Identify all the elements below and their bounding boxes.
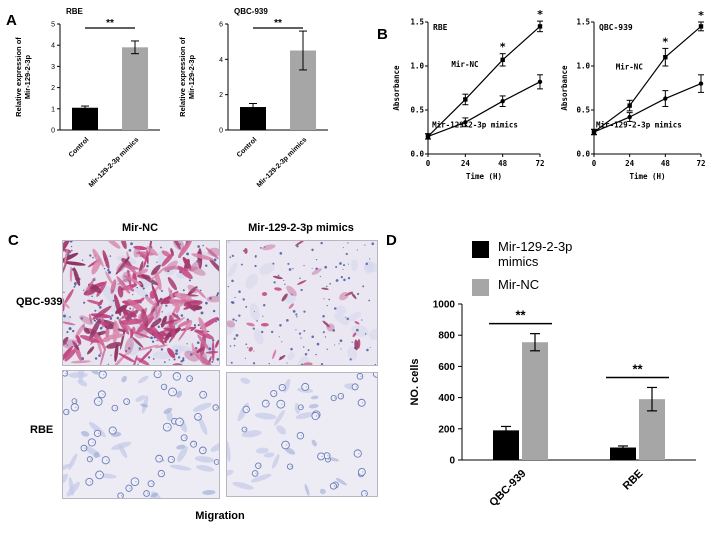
svg-text:4: 4 xyxy=(51,43,55,50)
svg-text:0.0: 0.0 xyxy=(576,150,590,159)
micrograph-qbc939-mimics xyxy=(226,240,378,366)
svg-text:Mir-129-2-3p mimics: Mir-129-2-3p mimics xyxy=(88,136,141,189)
micrograph-image xyxy=(63,241,219,365)
svg-text:0: 0 xyxy=(51,128,55,135)
chart-svg-B2: 0.0 0.5 1.0 1.5 0 24 48 72 Time (H) Absorbance QBC… xyxy=(560,9,706,181)
svg-text:Mir-129-2-3p mimics: Mir-129-2-3p mimics xyxy=(432,121,518,130)
svg-text:RBE: RBE xyxy=(433,23,448,32)
panel-label-a: A xyxy=(6,12,17,29)
legend-label-mir-nc: Mir-NC xyxy=(498,276,540,292)
svg-text:1.5: 1.5 xyxy=(410,18,424,27)
svg-text:*: * xyxy=(698,9,705,22)
migration-caption: Migration xyxy=(195,510,245,522)
svg-text:2: 2 xyxy=(219,92,223,99)
svg-text:400: 400 xyxy=(438,393,455,404)
micrograph-rbe-mimics xyxy=(226,372,378,497)
svg-text:0.5: 0.5 xyxy=(410,106,424,115)
svg-text:1.0: 1.0 xyxy=(410,62,424,71)
panel-label-b: B xyxy=(377,26,388,43)
svg-text:0.0: 0.0 xyxy=(410,150,424,159)
svg-text:4: 4 xyxy=(219,57,223,64)
svg-text:1000: 1000 xyxy=(433,300,456,311)
bar-chart-qbc939-expression: 0 2 4 6 Control Mir-129-2-3p mimics ** QBC-939 R… xyxy=(178,0,336,212)
svg-text:Mir-129-2-3p: Mir-129-2-3p xyxy=(23,54,32,99)
chart-svg-B1: 0.0 0.5 1.0 1.5 0 24 48 72 Time (H) Absorbance RBE… xyxy=(392,8,545,181)
svg-text:72: 72 xyxy=(696,159,705,168)
chart-svg-D: 0 200 400 600 800 1000 ** QBC-939 ** RBE NO. cells xyxy=(409,300,696,509)
svg-text:Mir-NC: Mir-NC xyxy=(616,63,643,72)
svg-text:Mir-129-2-3p mimics: Mir-129-2-3p mimics xyxy=(256,136,309,189)
svg-text:200: 200 xyxy=(438,424,455,435)
svg-text:QBC-939: QBC-939 xyxy=(234,7,268,16)
svg-text:3: 3 xyxy=(51,64,55,71)
svg-text:0: 0 xyxy=(592,159,597,168)
svg-text:Control: Control xyxy=(236,136,259,159)
svg-text:Mir-NC: Mir-NC xyxy=(451,60,478,69)
svg-text:Relative expression of: Relative expression of xyxy=(14,37,23,117)
micrograph-rbe-mir-nc xyxy=(62,370,220,499)
svg-text:*: * xyxy=(537,8,544,21)
line-chart-qbc939-absorbance: 0.0 0.5 1.0 1.5 0 24 48 72 Time (H) Absorbance QBC… xyxy=(558,6,713,196)
legend-item-mimics: Mir-129-2-3p mimics xyxy=(472,239,610,270)
svg-text:0: 0 xyxy=(219,128,223,135)
panel-label-c: C xyxy=(8,232,19,249)
column-header-mimics: Mir-129-2-3p mimics xyxy=(248,222,354,234)
svg-text:5: 5 xyxy=(51,22,55,29)
svg-text:**: ** xyxy=(274,18,282,29)
svg-text:*: * xyxy=(662,35,669,48)
svg-text:48: 48 xyxy=(661,159,671,168)
legend-swatch-mir-nc xyxy=(472,278,489,296)
svg-text:800: 800 xyxy=(438,331,455,342)
svg-text:QBC-939: QBC-939 xyxy=(487,468,528,509)
svg-text:RBE: RBE xyxy=(66,7,84,16)
svg-text:QBC-939: QBC-939 xyxy=(599,23,633,32)
svg-text:0.5: 0.5 xyxy=(576,106,590,115)
svg-text:1: 1 xyxy=(51,106,55,113)
column-header-mir-nc: Mir-NC xyxy=(121,222,159,234)
svg-text:Time (H): Time (H) xyxy=(629,172,665,181)
svg-text:24: 24 xyxy=(625,159,635,168)
svg-text:1.0: 1.0 xyxy=(576,62,590,71)
legend-swatch-mimics xyxy=(472,241,489,258)
legend-item-mir-nc: Mir-NC xyxy=(472,276,610,296)
svg-text:Absorbance: Absorbance xyxy=(560,65,569,111)
micrograph-image xyxy=(227,241,377,365)
svg-text:Relative expression of: Relative expression of xyxy=(178,37,187,117)
panel-d-legend: Mir-129-2-3p mimics Mir-NC xyxy=(472,239,610,296)
micrograph-image xyxy=(63,371,219,498)
grouped-bar-chart-cell-counts: 0 200 400 600 800 1000 ** QBC-939 ** RBE NO. cells xyxy=(402,282,710,534)
row-label-qbc939: QBC-939 xyxy=(16,296,63,308)
svg-text:RBE: RBE xyxy=(621,468,646,493)
row-label-rbe: RBE xyxy=(30,424,54,436)
bar-chart-rbe-expression: 0 1 2 3 4 5 Control Mir-129-2-3p mimics ** RBE Rel… xyxy=(14,0,166,212)
svg-text:**: ** xyxy=(515,308,526,323)
svg-text:Mir-129-2-3p mimics: Mir-129-2-3p mimics xyxy=(596,121,682,130)
legend-label-mimics: Mir-129-2-3p mimics xyxy=(498,239,573,269)
svg-text:Time (H): Time (H) xyxy=(466,172,502,181)
svg-text:72: 72 xyxy=(535,159,544,168)
svg-text:Absorbance: Absorbance xyxy=(392,65,401,111)
svg-text:**: ** xyxy=(632,361,643,376)
svg-text:NO. cells: NO. cells xyxy=(409,358,421,405)
svg-text:48: 48 xyxy=(498,159,508,168)
svg-text:24: 24 xyxy=(461,159,471,168)
svg-text:0: 0 xyxy=(426,159,431,168)
micrograph-qbc939-mir-nc xyxy=(62,240,220,366)
svg-text:Mir-129-2-3p: Mir-129-2-3p xyxy=(187,54,196,99)
svg-text:2: 2 xyxy=(51,85,55,92)
svg-text:*: * xyxy=(499,41,506,54)
line-chart-rbe-absorbance: 0.0 0.5 1.0 1.5 0 24 48 72 Time (H) Absorbance RBE… xyxy=(390,6,552,196)
panel-label-d: D xyxy=(386,232,397,249)
svg-text:6: 6 xyxy=(219,22,223,29)
svg-text:600: 600 xyxy=(438,362,455,373)
svg-text:0: 0 xyxy=(449,456,455,467)
svg-text:**: ** xyxy=(106,18,114,29)
micrograph-image xyxy=(227,373,377,496)
svg-text:1.5: 1.5 xyxy=(576,18,590,27)
svg-text:Control: Control xyxy=(68,136,91,159)
